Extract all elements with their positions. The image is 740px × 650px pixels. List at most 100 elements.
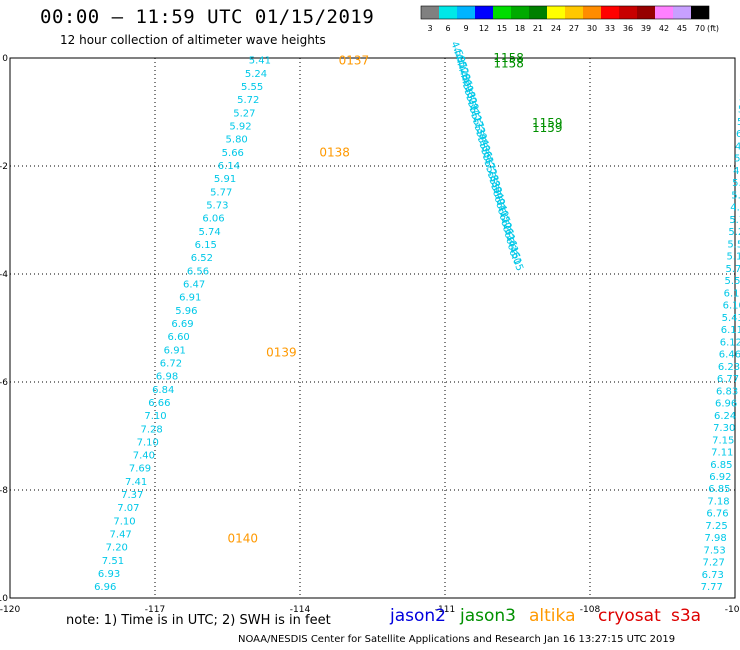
altika-track-time-label: 0137: [339, 54, 370, 68]
colorbar-swatch: [439, 6, 457, 19]
page-title: 00:00 – 11:59 UTC 01/15/2019: [40, 6, 375, 28]
y-tick-label: -8: [0, 486, 8, 496]
altika-track-swh-label: 7.20: [106, 543, 128, 554]
colorbar-label: 3: [427, 24, 432, 33]
y-tick-label: -4: [0, 270, 8, 280]
colorbar-label: 21: [533, 24, 543, 33]
cryosat-track-swh-label: 5.16: [726, 252, 740, 263]
cryosat-track-swh-label: 4.74: [733, 166, 740, 177]
altika-track-swh-label: 7.69: [129, 464, 151, 475]
colorbar-label: 27: [569, 24, 579, 33]
colorbar-label: 42: [659, 24, 669, 33]
cryosat-track-swh-label: 5.49: [739, 92, 740, 103]
altika-track-swh-label: 6.98: [156, 372, 178, 383]
cryosat-track-swh-label: 6.10: [723, 301, 740, 312]
cryosat-track-swh-label: 7.27: [703, 558, 725, 569]
colorbar-swatch: [565, 6, 583, 19]
altika-track-swh-label: 7.41: [125, 477, 147, 488]
legend-cryosat: cryosat: [598, 606, 661, 626]
cryosat-track-swh-label: 6.73: [702, 570, 724, 581]
altika-track-swh-label: 5.92: [229, 122, 251, 133]
jason3-track-time-label: 1159: [532, 116, 563, 130]
altika-track-swh-label: 7.37: [121, 490, 143, 501]
colorbar-swatch: [511, 6, 529, 19]
legend-jason3: jason3: [460, 606, 516, 626]
cryosat-track-swh-label: 4.77: [730, 203, 740, 214]
x-tick-label: -105: [725, 605, 740, 615]
cryosat-track-swh-label: 6.23: [718, 362, 740, 373]
x-tick-label: -111: [435, 605, 455, 615]
colorbar-label: 39: [641, 24, 651, 33]
altika-track-swh-label: 5.55: [241, 82, 263, 93]
altika-track-swh-label: 5.73: [206, 200, 228, 211]
altika-track-swh-label: 5.41: [249, 56, 271, 67]
plot-frame: [9, 57, 736, 599]
altika-track-swh-label: 6.96: [94, 582, 116, 593]
altika-track-swh-label: 7.51: [102, 556, 124, 567]
cryosat-track-swh-label: 7.53: [704, 545, 726, 556]
y-tick-label: -2: [0, 162, 8, 172]
x-tick-label: -117: [145, 605, 165, 615]
colorbar-swatch: [655, 6, 673, 19]
colorbar-label: 30: [587, 24, 597, 33]
cryosat-track-swh-label: 5.43: [722, 313, 740, 324]
altika-track-swh-label: 6.91: [164, 345, 186, 356]
cryosat-track-swh-label: 6.12: [720, 337, 740, 348]
colorbar-label: 24: [551, 24, 561, 33]
cryosat-track-swh-label: 5.71: [729, 215, 740, 226]
altika-track-swh-label: 5.96: [175, 306, 197, 317]
altika-track-swh-label: 6.14: [218, 161, 240, 172]
colorbar-label: 70: [695, 24, 705, 33]
cryosat-track-swh-label: 5.22: [728, 227, 740, 238]
colorbar-swatch: [583, 6, 601, 19]
altika-track-swh-label: 5.24: [245, 69, 267, 80]
colorbar-swatch: [457, 6, 475, 19]
cryosat-track-swh-label: 7.18: [707, 496, 729, 507]
colorbar-label: 12: [479, 24, 489, 33]
altika-track-swh-label: 7.28: [140, 424, 162, 435]
altika-track-swh-label: 7.10: [144, 411, 166, 422]
altika-track-swh-label: 5.77: [210, 187, 232, 198]
altika-track-swh-label: 5.91: [214, 174, 236, 185]
altika-track-swh-label: 6.56: [187, 266, 209, 277]
cryosat-track-swh-label: 6.46: [719, 350, 740, 361]
cryosat-track-swh-label: 7.11: [711, 448, 733, 459]
altika-track-swh-label: 7.07: [117, 503, 139, 514]
cryosat-track-swh-label: 7.30: [713, 423, 735, 434]
cryosat-track-swh-label: 6.16: [736, 129, 740, 140]
y-tick-label: -10: [0, 594, 8, 604]
x-tick-label: -108: [580, 605, 601, 615]
cryosat-track-swh-label: 6.85: [708, 484, 730, 495]
legend-s3a: s3a: [671, 606, 702, 626]
altika-track-swh-label: 6.66: [148, 398, 170, 409]
altika-track-swh-label: 6.06: [202, 214, 224, 225]
altika-track-time-label: 0138: [319, 146, 350, 160]
y-tick-label: 0: [2, 54, 8, 64]
altika-track-swh-label: 6.72: [160, 358, 182, 369]
altika-track-swh-label: 6.60: [168, 332, 190, 343]
altika-track-swh-label: 7.10: [137, 437, 159, 448]
cryosat-track-swh-label: 6.92: [709, 472, 731, 483]
cryosat-track-swh-label: 6.11: [724, 288, 740, 299]
altika-track-swh-label: 7.40: [133, 451, 155, 462]
altika-track-swh-label: 5.27: [233, 108, 255, 119]
cryosat-track-swh-label: 6.83: [716, 386, 738, 397]
page-subtitle: 12 hour collection of altimeter wave hei…: [60, 33, 326, 47]
altika-track-swh-label: 5.74: [198, 227, 220, 238]
colorbar-label: 15: [497, 24, 507, 33]
cryosat-track-swh-label: 7.15: [712, 435, 734, 446]
cryosat-track-swh-label: 6.77: [717, 374, 739, 385]
credit-text: NOAA/NESDIS Center for Satellite Applica…: [238, 634, 676, 645]
colorbar-unit: (ft): [707, 24, 719, 33]
colorbar-swatch: [637, 6, 655, 19]
jason3-track-time-label: 1158: [493, 56, 524, 70]
altika-track-swh-label: 7.10: [113, 516, 135, 527]
cryosat-track-swh-label: 5.52: [725, 276, 740, 287]
cryosat-track-swh-label: 5.56: [732, 178, 740, 189]
cryosat-track-swh-label: 7.25: [705, 521, 727, 532]
altika-track-swh-label: 5.66: [222, 148, 244, 159]
altika-track-time-label: 0139: [266, 345, 297, 359]
cryosat-track-swh-label: 5.58: [727, 239, 740, 250]
cryosat-track-swh-label: 5.80: [738, 105, 740, 116]
colorbar-swatch: [601, 6, 619, 19]
